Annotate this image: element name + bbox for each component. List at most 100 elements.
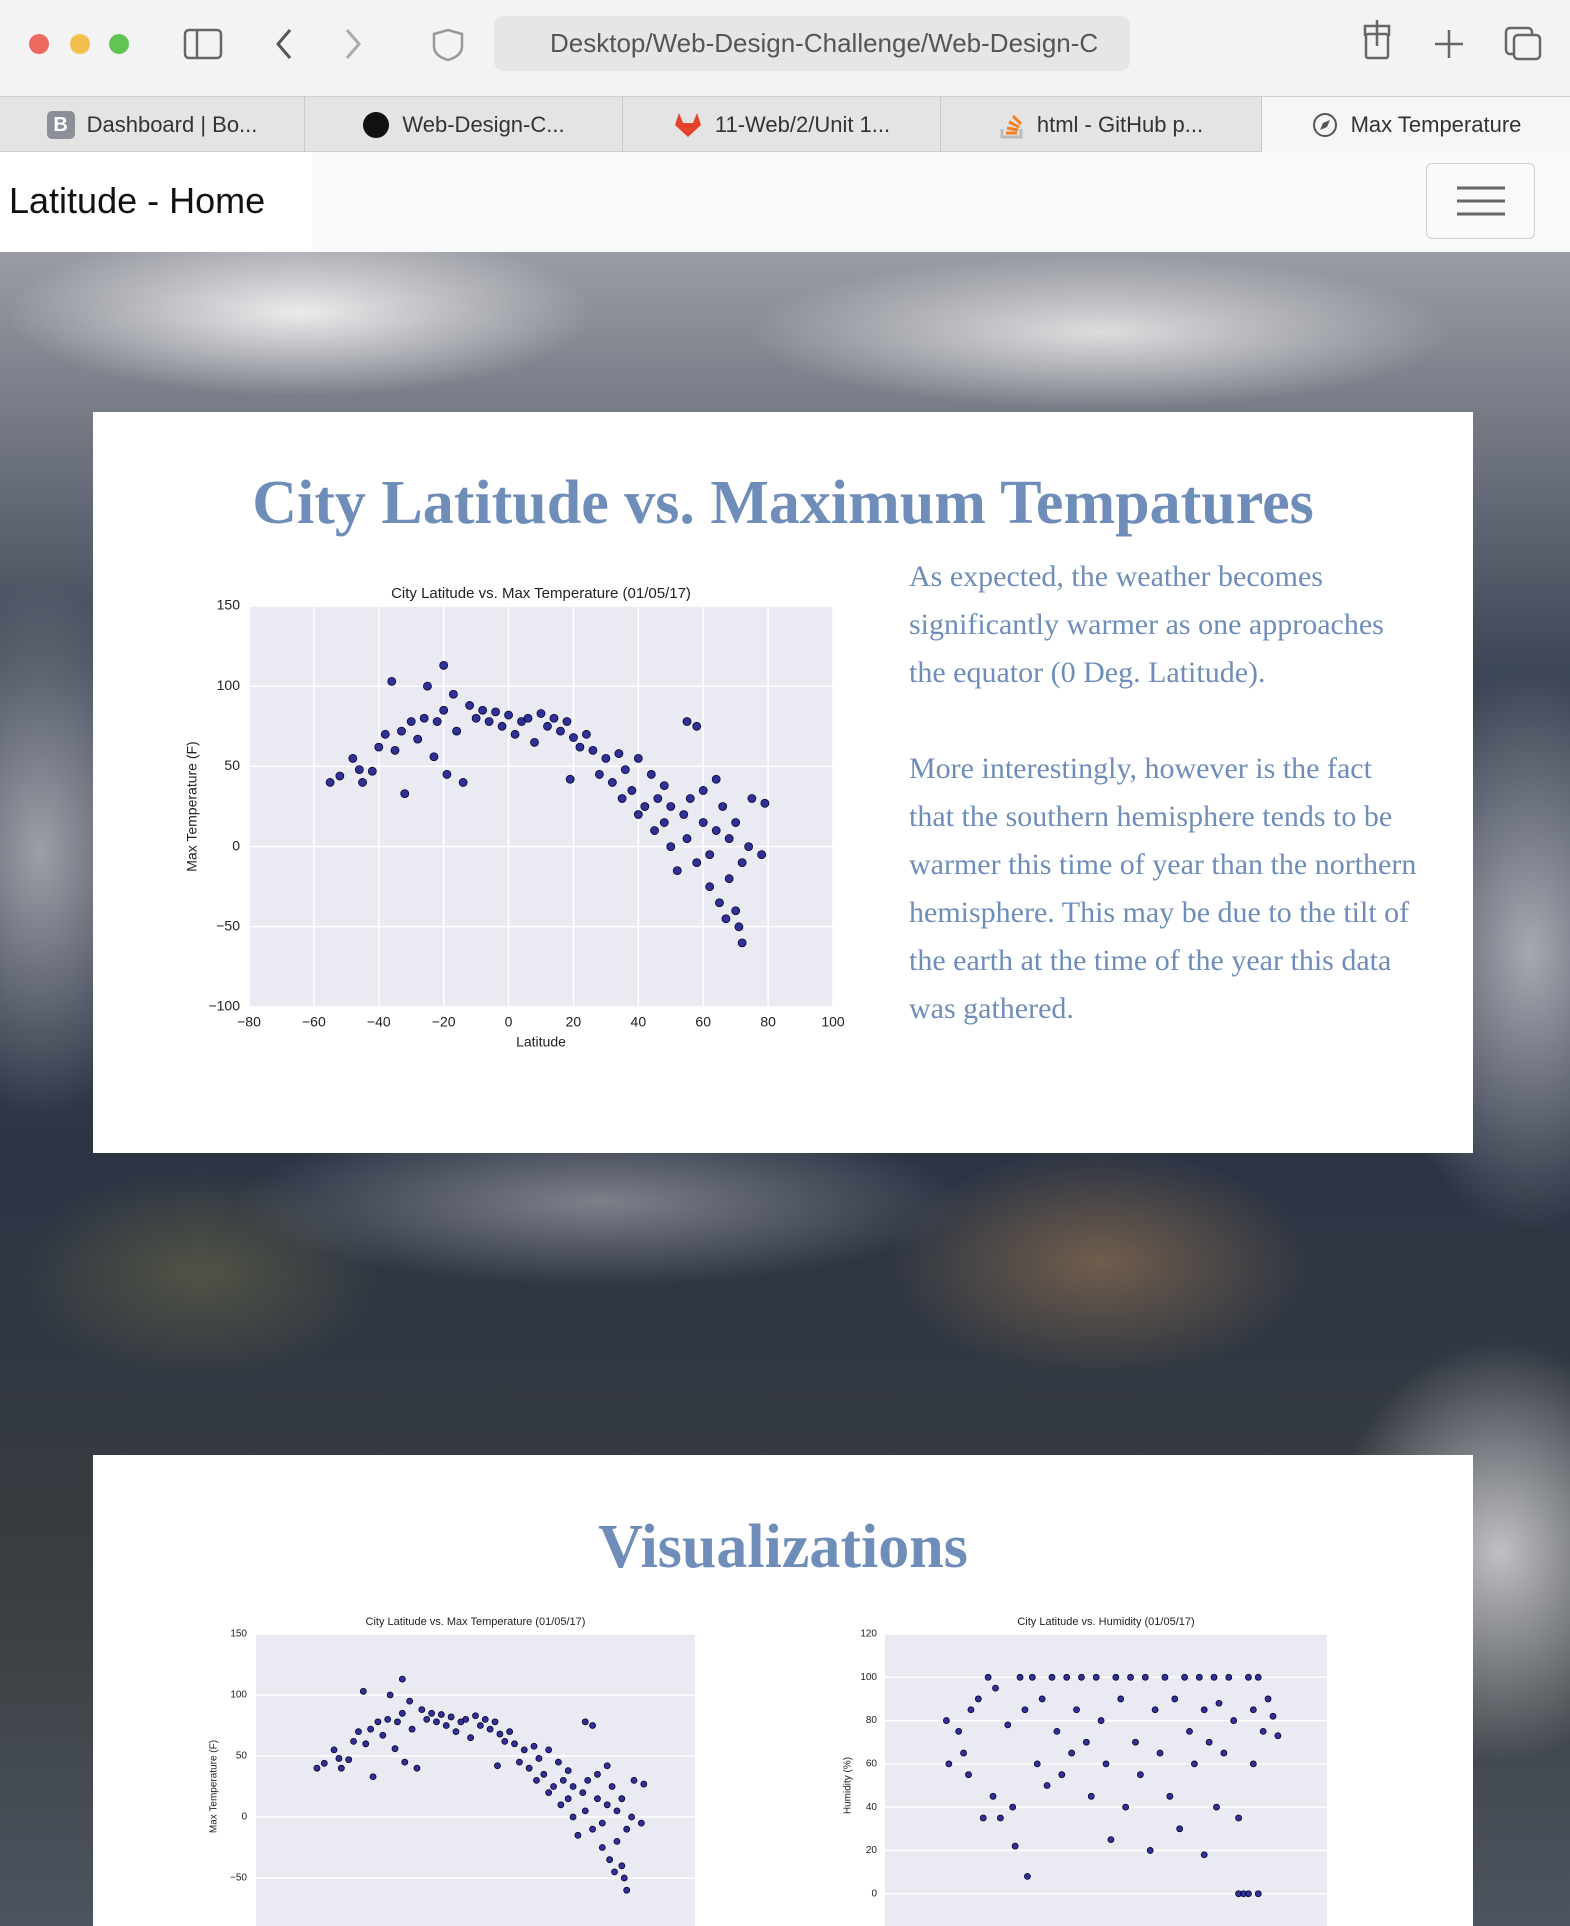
- tab[interactable]: Web-Design-C...: [305, 97, 623, 152]
- scatter-point: [540, 1770, 548, 1778]
- tab-title: Max Temperature: [1350, 111, 1522, 137]
- scatter-point: [582, 729, 591, 739]
- scatter-point: [575, 742, 585, 752]
- scatter-point: [555, 1758, 562, 1766]
- new-tab-button[interactable]: [1435, 30, 1463, 58]
- toolbar-icons: [29, 20, 1542, 62]
- y-tick-label: 0: [871, 1888, 877, 1899]
- tab[interactable]: html - GitHub p...: [941, 97, 1262, 152]
- scatter-point: [452, 726, 462, 736]
- scatter-point: [359, 1687, 367, 1695]
- scatter-point: [397, 726, 406, 736]
- scatter-point: [589, 1722, 596, 1729]
- scatter-point: [442, 1722, 450, 1729]
- tab-title: Dashboard | Bo...: [86, 111, 258, 137]
- share-button[interactable]: [1363, 20, 1391, 60]
- y-axis-label: Max Temperature (F): [209, 1740, 220, 1833]
- x-tick-label: 60: [695, 1014, 711, 1030]
- scatter-point: [1048, 1673, 1056, 1681]
- y-tick-label: −50: [216, 918, 240, 934]
- scatter-point: [960, 1749, 967, 1757]
- scatter-point: [603, 1762, 611, 1770]
- scatter-point: [584, 1777, 592, 1784]
- scatter-point: [715, 898, 724, 908]
- scatter-point: [358, 778, 367, 787]
- scatter-point: [418, 1706, 426, 1714]
- close-button[interactable]: [29, 34, 49, 54]
- scatter-point: [1112, 1673, 1120, 1681]
- scatter-point: [1249, 1706, 1257, 1714]
- back-button[interactable]: [276, 29, 292, 59]
- scatter-point: [511, 1740, 518, 1748]
- address-bar[interactable]: [494, 16, 1130, 71]
- scatter-point: [581, 1718, 589, 1726]
- scatter-point: [1274, 1732, 1282, 1740]
- scatter-point: [497, 721, 507, 731]
- scatter-point: [562, 717, 572, 726]
- section-heading: Visualizations: [598, 1513, 968, 1581]
- scatter-point: [611, 1868, 618, 1876]
- scatter-point: [504, 710, 513, 720]
- scatter-point: [607, 778, 617, 787]
- scatter-point: [374, 742, 384, 752]
- tab-title: 11-Web/2/Unit 1...: [714, 111, 891, 137]
- scatter-point: [1107, 1836, 1115, 1844]
- scatter-point: [458, 778, 468, 787]
- scatter-point: [428, 1709, 436, 1717]
- scatter-point: [465, 701, 475, 710]
- zoom-button[interactable]: [109, 34, 129, 54]
- scatter-point: [734, 922, 744, 932]
- scatter-point: [394, 1718, 401, 1726]
- scatter-point: [1009, 1803, 1017, 1811]
- scatter-point: [1254, 1890, 1262, 1898]
- scatter-point: [398, 1709, 406, 1717]
- scatter-point: [613, 1838, 621, 1845]
- scatter-point: [354, 765, 364, 775]
- tab-overview-button[interactable]: [1504, 26, 1542, 61]
- minimize-button[interactable]: [70, 34, 90, 54]
- navbar-brand[interactable]: Latitude - Home: [9, 180, 266, 221]
- tab[interactable]: B Dashboard | Bo...: [0, 97, 305, 152]
- scatter-point: [589, 1825, 596, 1833]
- tab[interactable]: Max Temperature: [1262, 97, 1570, 152]
- scatter-point: [448, 689, 458, 699]
- scatter-point: [1205, 1738, 1213, 1746]
- sidebar-button[interactable]: [183, 28, 223, 60]
- scatter-point: [1230, 1717, 1238, 1724]
- chart-title: City Latitude vs. Max Temperature (01/05…: [391, 585, 691, 602]
- scatter-point: [574, 1831, 582, 1839]
- scatter-point: [594, 1770, 601, 1778]
- scatter-point: [491, 1718, 499, 1726]
- y-tick-label: 0: [232, 837, 240, 853]
- scatter-point: [1102, 1760, 1110, 1768]
- scatter-point: [380, 729, 390, 739]
- privacy-shield[interactable]: [432, 28, 464, 62]
- scatter-point: [1043, 1782, 1051, 1789]
- scatter-point: [606, 1856, 614, 1864]
- tab-favicon: [363, 111, 390, 138]
- scatter-point: [384, 1716, 392, 1723]
- scatter-point: [997, 1814, 1004, 1822]
- scatter-point: [1235, 1814, 1242, 1822]
- y-tick-label: 80: [866, 1715, 878, 1726]
- scatter-point: [1092, 1673, 1100, 1681]
- scatter-point: [992, 1684, 999, 1692]
- scatter-point: [1200, 1706, 1208, 1714]
- y-axis-label: Max Temperature (F): [184, 741, 200, 871]
- y-tick-label: 120: [860, 1629, 877, 1640]
- scatter-point: [618, 1795, 626, 1803]
- y-tick-label: 60: [866, 1758, 878, 1769]
- scatter-point: [1151, 1706, 1159, 1714]
- scatter-point: [543, 721, 552, 731]
- scatter-point: [419, 713, 429, 723]
- scatter-point: [705, 882, 715, 892]
- scatter-point: [1166, 1792, 1174, 1800]
- tab[interactable]: 11-Web/2/Unit 1...: [623, 97, 941, 152]
- scatter-point: [400, 789, 410, 799]
- navbar-toggler[interactable]: [1426, 163, 1535, 239]
- scatter-point: [330, 1746, 338, 1754]
- forward-button[interactable]: [345, 29, 361, 59]
- scatter-point: [659, 781, 669, 791]
- scatter-point: [535, 1755, 543, 1762]
